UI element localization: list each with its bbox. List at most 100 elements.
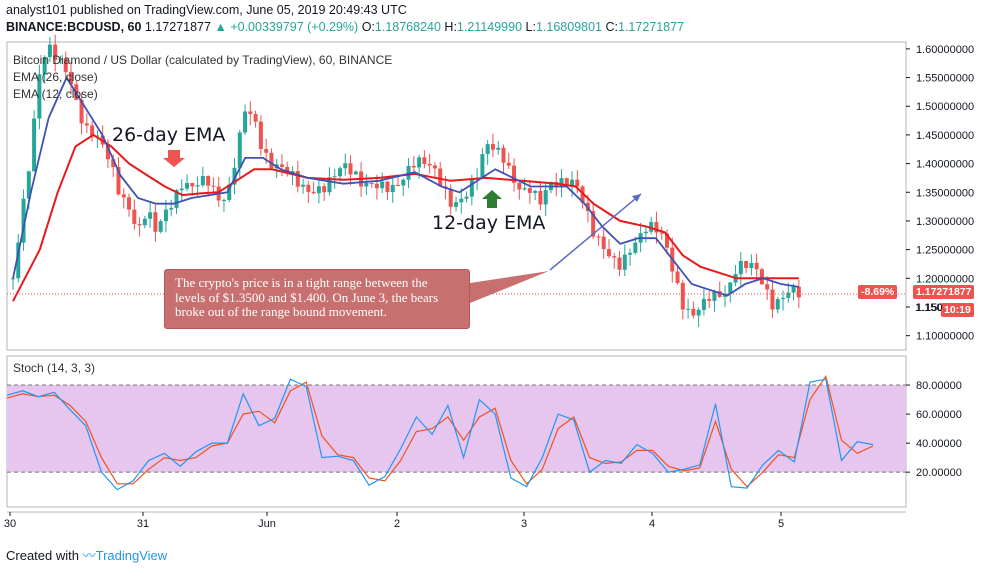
candle-body [543,190,548,205]
candle-body [385,181,390,193]
candle-body [158,221,163,232]
main-pane-frame [6,41,907,351]
candle-body [454,202,459,207]
candle-body [649,221,654,232]
candle-body [200,176,205,186]
footer-brand[interactable]: TradingView [95,548,168,563]
candle-body [401,179,406,186]
candle-body [258,121,263,150]
candle-body [327,177,332,193]
candle-body [332,176,337,178]
ema26-annotation: 26-day EMA [112,124,226,146]
candle-body [206,176,211,186]
candle-body [564,178,569,186]
candle-body [79,99,84,124]
price-axis-label: 1.60000000 [916,44,974,56]
candle-body [712,291,717,301]
candle-body [264,149,269,153]
partial-axis-label: 1.150 [915,302,943,314]
close-label: C: [605,20,619,34]
candle-body [554,181,559,188]
candle-body [485,144,490,155]
candle-body [738,261,743,275]
candle-body [696,309,701,316]
candle-body [316,186,321,194]
candle-body [253,114,258,122]
legend-ema12[interactable]: EMA (12, close) [13,87,98,101]
time-axis-label: Jun [258,518,276,530]
candle-body [306,184,311,192]
candle-body [686,308,691,310]
candle-body [116,167,121,195]
quote-line: BINANCE:BCDUSD, 60 1.17271877 ▲ +0.00339… [6,20,684,34]
price-axis-label: 1.45000000 [916,130,974,142]
candle-body [26,171,31,199]
candle-body [775,299,780,310]
high-value: 1.21149990 [456,20,523,34]
candle-body [95,135,100,137]
legend-ema26[interactable]: EMA (26, close) [13,70,98,84]
candle-body [32,118,37,172]
candle-body [364,182,369,187]
down-arrow-marker [163,150,185,167]
candle-body [237,132,242,168]
stoch-axis-label: 80.00000 [916,380,962,392]
candle-body [786,292,791,298]
candle-body [469,179,474,197]
candle-body [279,164,284,167]
candle-body [765,284,770,290]
candle-body [575,179,580,187]
candle-body [185,183,190,189]
candle-body [728,282,733,294]
candle-body [512,165,517,183]
candle-body [374,183,379,189]
time-axis-label: 30 [4,518,16,530]
candle-body [90,125,95,137]
candle-body [211,185,216,187]
footer: Created with 〰TradingView [6,545,167,564]
candle-body [533,190,538,193]
candle-body [490,144,495,150]
candle-body [353,171,358,175]
candle-body [559,178,564,188]
candle-body [770,289,775,310]
candle-body [380,181,385,189]
candle-body [591,211,596,237]
candle-body [37,74,42,119]
candle-body [348,163,353,175]
candle-body [285,166,290,174]
pct-change-tag: -8.69% [858,285,898,299]
candle-body [227,184,232,200]
candle-body [301,184,306,187]
candle-body [691,308,696,316]
time-axis-label: 2 [394,518,400,530]
time-axis-label: 3 [521,518,527,530]
stoch-band [7,385,906,473]
candle-body [16,242,21,279]
last-price-tag: 1.17271877 [913,285,975,299]
candle-body [127,197,132,210]
candle-body [781,297,786,300]
candle-body [796,286,801,298]
candle-body [179,188,184,191]
candle-body [601,236,606,250]
author-link[interactable]: analyst101 [6,3,67,17]
legend-stoch[interactable]: Stoch (14, 3, 3) [13,361,96,375]
candle-body [295,171,300,187]
symbol: BINANCE:BCDUSD, 60 [6,20,142,34]
candle-body [195,185,200,187]
candle-body [754,262,759,270]
candle-body [248,111,253,115]
candle-body [69,71,74,85]
candle-body [163,209,168,222]
candle-body [337,168,342,177]
candle-body [243,111,248,133]
candle-body [759,269,764,285]
candle-body [311,191,316,194]
pointer-arrowhead [632,194,641,202]
low-value: 1.16809801 [535,20,603,34]
candle-body [21,198,26,243]
candle-body [596,236,601,238]
candle-body [11,278,15,280]
candle-body [432,165,437,169]
